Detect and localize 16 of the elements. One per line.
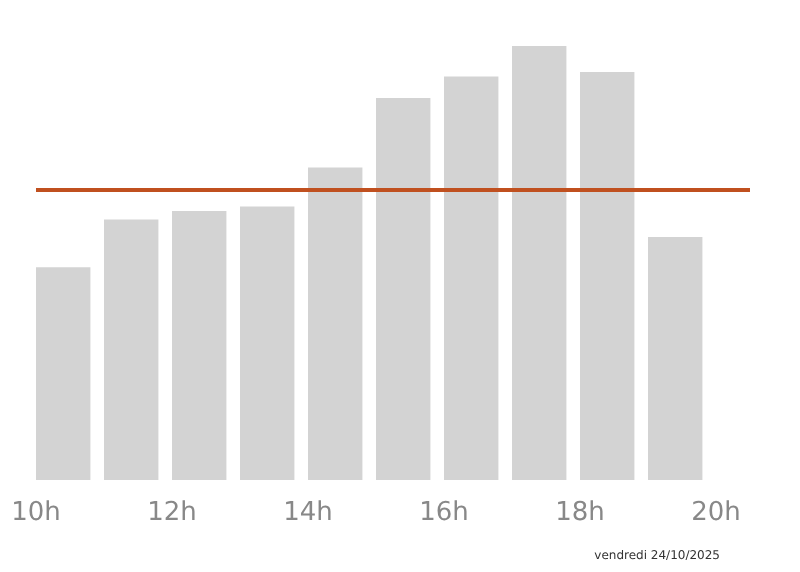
bar — [444, 76, 499, 480]
x-tick-label: 12h — [147, 498, 197, 528]
bar — [580, 72, 635, 480]
bar — [308, 167, 363, 480]
bar — [376, 98, 431, 480]
bar — [512, 46, 567, 480]
bar — [36, 267, 91, 480]
x-tick-label: 14h — [283, 498, 333, 528]
x-tick-label: 20h — [691, 498, 741, 528]
bar — [104, 219, 159, 480]
bar — [648, 236, 703, 480]
bar — [172, 210, 227, 480]
x-tick-label: 18h — [555, 498, 605, 528]
bar — [240, 206, 295, 480]
x-tick-label: 16h — [419, 498, 469, 528]
x-tick-label: 10h — [11, 498, 61, 528]
